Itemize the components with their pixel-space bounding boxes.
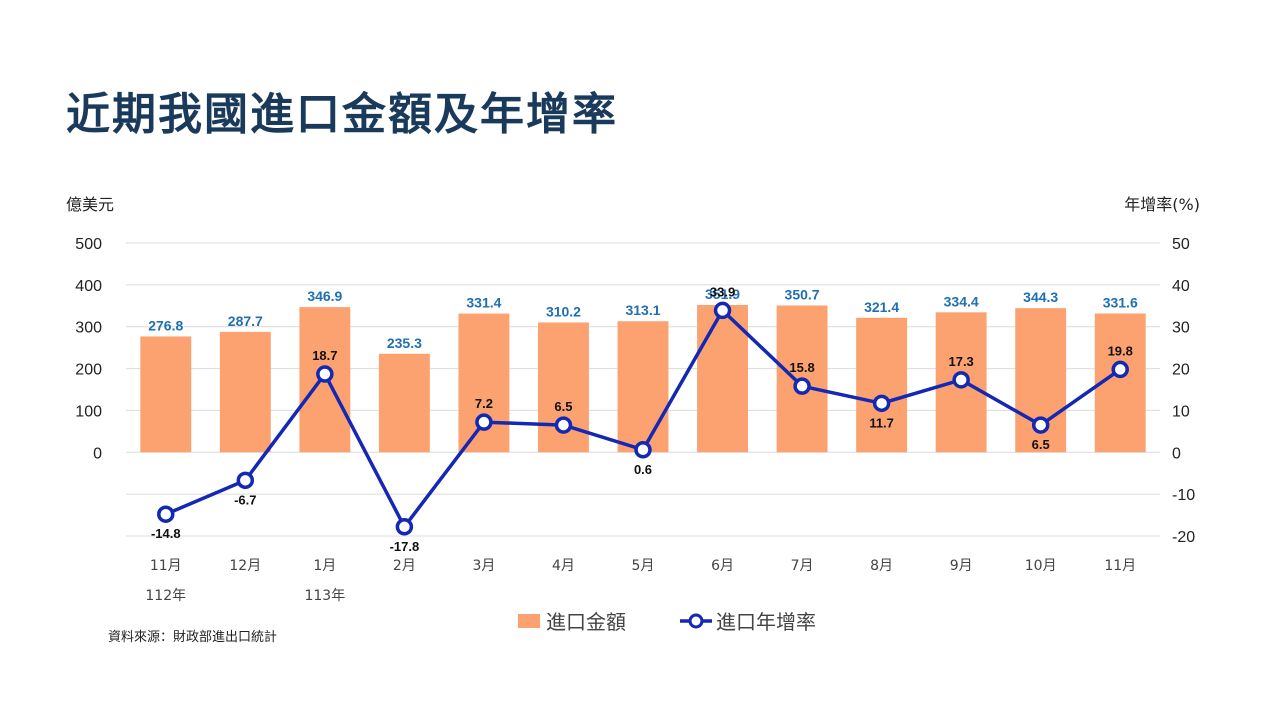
x-tick-label: 3月 bbox=[472, 558, 495, 574]
line-value-label: -6.7 bbox=[234, 492, 256, 507]
line-point bbox=[1111, 360, 1129, 379]
line-value-label: 19.8 bbox=[1108, 343, 1133, 358]
y-right-tick-label: 30 bbox=[1172, 320, 1190, 337]
y-left-tick-label: 0 bbox=[93, 445, 102, 462]
y-left-tick-label: 200 bbox=[75, 362, 102, 379]
bar-value-label: 235.3 bbox=[387, 335, 422, 351]
x-tick-label: 12月 bbox=[229, 558, 261, 574]
bars bbox=[140, 304, 1146, 453]
line-value-label: 18.7 bbox=[312, 348, 337, 363]
y-right-label: 年增率(%) bbox=[1124, 195, 1200, 214]
x-tick-label: 9月 bbox=[950, 558, 973, 574]
bar-value-label: 331.6 bbox=[1103, 294, 1138, 310]
y-right-tick-label: -20 bbox=[1172, 529, 1195, 546]
line-value-label: -17.8 bbox=[390, 539, 420, 554]
line-point bbox=[1031, 416, 1050, 434]
line-point bbox=[872, 394, 891, 413]
line-value-label: 6.5 bbox=[1032, 437, 1050, 452]
x-tick-label: 11月 bbox=[1104, 558, 1136, 574]
x-tick-label: 7月 bbox=[791, 558, 814, 574]
x-year-label: 113年 bbox=[304, 588, 345, 604]
y-right-tick-label: 40 bbox=[1172, 278, 1190, 295]
y-right-tick-label: -10 bbox=[1172, 487, 1195, 504]
legend-marker-line bbox=[688, 613, 704, 629]
line-value-label: 33.9 bbox=[710, 284, 735, 299]
x-tick-label: 8月 bbox=[870, 558, 893, 574]
bar bbox=[697, 304, 748, 453]
data-labels: 276.8 287.7 346.9 235.3 331.4 310.2 313.1 351.9… bbox=[148, 284, 1138, 553]
bar bbox=[617, 321, 669, 453]
bar-value-label: 287.7 bbox=[228, 313, 263, 329]
line-value-label: 17.3 bbox=[948, 354, 973, 369]
line-point bbox=[713, 301, 732, 320]
bar-value-label: 331.4 bbox=[466, 295, 501, 311]
line-point bbox=[316, 365, 334, 383]
bar-value-label: 313.1 bbox=[625, 302, 660, 318]
x-tick-label: 6月 bbox=[711, 558, 734, 574]
line-point bbox=[395, 518, 414, 536]
line-point bbox=[157, 505, 175, 523]
line-value-label: 7.2 bbox=[475, 396, 493, 411]
line-point bbox=[952, 371, 970, 389]
growth-line bbox=[157, 301, 1129, 536]
x-tick-label: 2月 bbox=[393, 558, 416, 574]
legend-swatch-bar bbox=[518, 614, 540, 628]
page-title: 近期我國進口金額及年增率 bbox=[66, 89, 618, 140]
line-value-label: 6.5 bbox=[554, 399, 572, 414]
bar-value-label: 344.3 bbox=[1023, 289, 1058, 305]
x-tick-label: 11月 bbox=[150, 558, 182, 574]
legend-label-bar: 進口金額 bbox=[546, 610, 626, 634]
axes: 0 100 200 300 400 500 -20 -10 0 10 20 30 40 50 億美元 年增率(… bbox=[66, 195, 1200, 604]
y-left-tick-label: 300 bbox=[75, 320, 102, 337]
bar-value-label: 276.8 bbox=[148, 317, 183, 333]
x-tick-label: 10月 bbox=[1025, 558, 1057, 574]
y-left-tick-label: 100 bbox=[75, 403, 102, 420]
line-point bbox=[634, 441, 652, 459]
bar bbox=[378, 353, 430, 453]
bar bbox=[219, 331, 271, 453]
legend-label-line: 進口年增率 bbox=[716, 610, 816, 634]
y-right-tick-label: 50 bbox=[1172, 236, 1190, 253]
bar bbox=[140, 336, 192, 453]
y-right-tick-label: 20 bbox=[1172, 362, 1190, 379]
x-tick-label: 1月 bbox=[313, 558, 336, 574]
y-left-tick-label: 500 bbox=[75, 236, 102, 253]
bar-value-label: 310.2 bbox=[546, 303, 581, 319]
x-year-label: 112年 bbox=[145, 588, 186, 604]
y-right-tick-label: 10 bbox=[1172, 403, 1190, 420]
line-value-label: 0.6 bbox=[634, 462, 652, 477]
bar-value-label: 350.7 bbox=[785, 286, 820, 302]
line-point bbox=[554, 416, 573, 434]
y-right-tick-label: 0 bbox=[1172, 445, 1181, 462]
x-tick-label: 4月 bbox=[552, 558, 575, 574]
bar bbox=[458, 313, 510, 453]
source-note: 資料來源：財政部進出口統計 bbox=[108, 630, 278, 645]
line-point bbox=[793, 377, 811, 395]
line-point bbox=[475, 413, 493, 431]
line-point bbox=[236, 471, 255, 490]
y-left-tick-label: 400 bbox=[75, 278, 102, 295]
line-value-label: -14.8 bbox=[151, 526, 181, 541]
x-tick-label: 5月 bbox=[632, 558, 655, 574]
line-value-label: 15.8 bbox=[789, 360, 814, 375]
bar-value-label: 346.9 bbox=[307, 288, 342, 304]
bar-value-label: 351.9 bbox=[705, 286, 740, 302]
bar-value-label: 334.4 bbox=[944, 293, 979, 309]
legend: 進口金額 進口年增率 bbox=[518, 610, 816, 634]
bar bbox=[856, 317, 908, 453]
line-value-label: 11.7 bbox=[869, 415, 894, 430]
y-left-label: 億美元 bbox=[66, 195, 114, 214]
bar-value-label: 321.4 bbox=[864, 299, 899, 315]
